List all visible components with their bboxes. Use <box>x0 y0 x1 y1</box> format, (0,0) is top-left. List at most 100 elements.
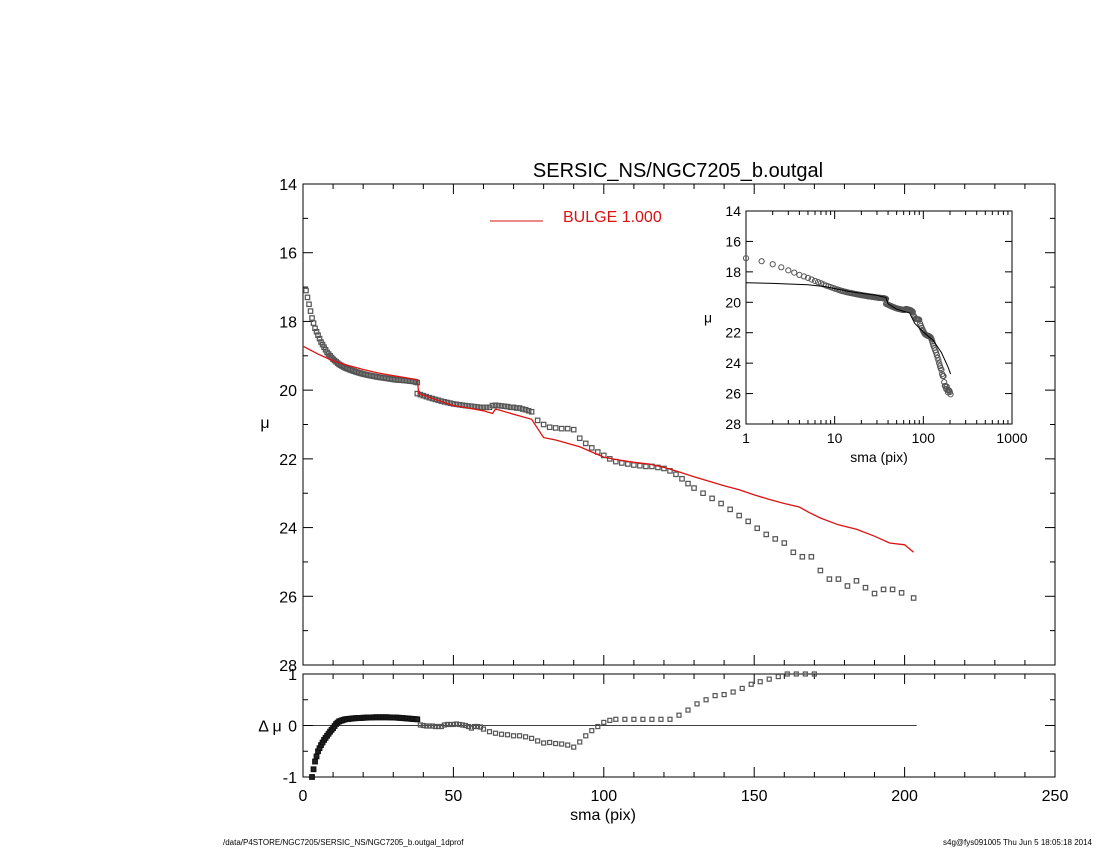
y-tick-label: 18 <box>279 314 297 331</box>
data-point <box>507 404 514 411</box>
residual-point <box>417 722 423 728</box>
inset-data-point <box>935 357 942 364</box>
data-point <box>309 315 315 321</box>
residual-point <box>748 681 754 687</box>
data-point <box>307 308 314 314</box>
residual-point <box>504 732 511 738</box>
y-tick-label: 22 <box>279 452 297 469</box>
residual-point <box>423 723 429 729</box>
data-point <box>826 576 833 582</box>
data-point <box>528 408 535 415</box>
data-point <box>540 421 547 428</box>
inset-data-point <box>769 261 776 268</box>
data-point <box>303 287 309 294</box>
data-point <box>513 405 520 411</box>
inset-data-point <box>933 351 940 359</box>
data-point <box>853 578 860 584</box>
data-point <box>862 584 869 591</box>
data-point <box>880 586 887 593</box>
data-point <box>492 402 499 409</box>
y-tick-label: 28 <box>725 416 741 432</box>
residual-point <box>811 671 817 677</box>
y-tick-label: 18 <box>725 264 741 280</box>
data-point <box>700 490 706 497</box>
data-point <box>763 531 770 538</box>
inset-data-point <box>778 264 785 271</box>
data-point <box>519 406 526 412</box>
residual-point <box>613 716 619 722</box>
data-point <box>570 426 577 433</box>
residual-point <box>730 689 736 695</box>
x-tick-label: 150 <box>741 788 768 805</box>
inset-model-line <box>745 282 952 375</box>
data-point <box>313 328 320 335</box>
y-tick-label: 16 <box>725 233 741 249</box>
x-tick-label: 50 <box>445 788 463 805</box>
data-series <box>303 287 917 601</box>
inset-data-point <box>940 372 947 380</box>
residual-point <box>565 742 571 748</box>
inset-data-point <box>758 258 765 265</box>
footer-timestamp: s4g@fys091005 Thu Jun 5 18:05:18 2014 <box>943 838 1092 847</box>
residual-point <box>601 719 607 726</box>
data-point <box>534 417 541 424</box>
footer-file-path: /data/P4STORE/NGC7205/SERSIC_NS/NGC7205_… <box>223 838 464 847</box>
residual-point <box>589 728 595 734</box>
model-line <box>302 345 915 553</box>
residual-point <box>802 671 808 677</box>
residual-point <box>793 671 799 677</box>
inset-data-point <box>800 273 808 280</box>
residual-point <box>453 721 460 727</box>
x-tick-label: 10 <box>827 430 843 446</box>
main-panel: 14 16 18 20 22 24 26 28 μ BULGE 1.000 <box>260 177 1056 675</box>
data-point <box>844 583 851 589</box>
inset-panel: 14 16 18 20 22 24 26 281 10 100 1000 sma (pix) μ <box>704 203 1028 465</box>
data-point <box>432 396 439 403</box>
x-axis-label: sma (pix) <box>570 807 636 824</box>
residual-point <box>757 679 763 685</box>
residual-point <box>312 758 318 765</box>
residual-point <box>712 693 718 699</box>
data-point <box>631 462 637 468</box>
residual-point <box>658 716 664 722</box>
residual-point <box>486 729 493 735</box>
residual-point <box>414 716 421 723</box>
data-point <box>709 495 715 502</box>
residual-point <box>622 716 628 722</box>
x-tick-label: 100 <box>912 430 936 446</box>
data-point <box>576 435 583 442</box>
y-axis-label: μ <box>704 310 712 326</box>
residual-point <box>474 723 481 730</box>
y-tick-label: 20 <box>725 294 741 310</box>
data-point <box>510 404 517 411</box>
inset-data-point <box>814 279 822 286</box>
inset-data-point <box>916 316 923 323</box>
data-point <box>754 525 761 532</box>
residual-point <box>607 717 613 723</box>
residual-point <box>450 721 456 728</box>
data-point <box>898 590 905 596</box>
residual-point <box>676 712 682 718</box>
inset-data-point <box>742 255 750 262</box>
y-tick-label: 14 <box>725 203 741 219</box>
data-point <box>312 325 318 332</box>
y-tick-label: 28 <box>279 658 297 675</box>
data-point <box>718 500 724 507</box>
data-point <box>477 404 484 411</box>
data-point <box>727 506 733 513</box>
data-point <box>498 403 505 409</box>
y-axis-label: Δ μ <box>258 719 281 736</box>
residual-point <box>529 735 535 741</box>
data-point <box>910 595 917 601</box>
data-point <box>619 460 625 466</box>
residual-point <box>444 721 450 728</box>
inset-data-point <box>941 379 948 386</box>
data-point <box>691 485 697 491</box>
data-point <box>546 424 553 431</box>
y-tick-label: 20 <box>279 383 297 400</box>
y-tick-label: 24 <box>725 355 741 371</box>
residual-point <box>471 723 478 730</box>
data-point <box>679 475 685 482</box>
